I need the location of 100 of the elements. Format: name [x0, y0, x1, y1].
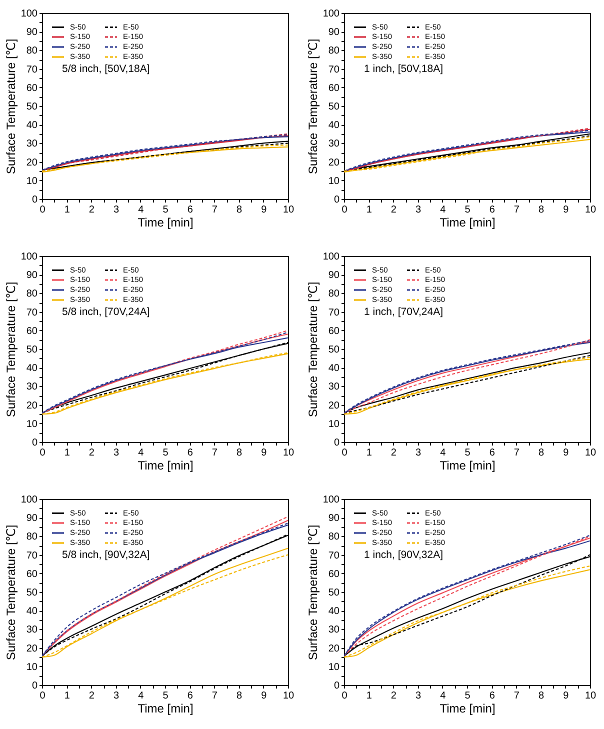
x-tick-label: 0 [40, 448, 46, 458]
x-tick-label: 2 [390, 448, 397, 458]
y-tick-label: 0 [32, 194, 38, 206]
y-tick-label: 100 [322, 252, 340, 262]
x-tick-label: 6 [489, 690, 496, 702]
x-tick-label: 6 [187, 448, 194, 458]
y-tick-label: 40 [328, 120, 340, 132]
y-tick-label: 40 [328, 363, 340, 374]
x-tick-label: 5 [464, 448, 471, 458]
y-tick-label: 90 [328, 513, 340, 524]
x-tick-label: 10 [282, 690, 294, 702]
y-tick-label: 80 [328, 46, 340, 57]
y-tick-label: 20 [26, 400, 38, 412]
y-tick-label: 10 [328, 176, 340, 187]
x-tick-label: 3 [416, 448, 422, 458]
x-tick-label: 4 [440, 690, 446, 702]
y-tick-label: 100 [20, 252, 38, 262]
y-tick-label: 30 [328, 624, 340, 636]
y-tick-label: 60 [26, 82, 38, 94]
x-tick-label: 3 [416, 204, 422, 216]
x-tick-label: 2 [88, 448, 95, 458]
x-tick-label: 5 [464, 690, 471, 702]
y-tick-label: 80 [26, 46, 38, 57]
x-tick-label: 1 [64, 448, 70, 458]
x-tick-label: 7 [212, 204, 218, 216]
x-tick-label: 8 [538, 690, 545, 702]
y-tick-label: 20 [328, 400, 340, 412]
x-tick-label: 7 [514, 204, 520, 216]
x-tick-label: 6 [489, 204, 496, 216]
x-tick-label: 5 [162, 690, 169, 702]
x-tick-label: 4 [440, 448, 446, 458]
x-tick-label: 0 [40, 204, 46, 216]
x-tick-label: 3 [114, 448, 120, 458]
y-tick-label: 30 [26, 382, 38, 393]
annotation: 1 inch, [90V,32A] [364, 549, 444, 561]
x-tick-label: 7 [514, 448, 520, 458]
x-tick-label: 10 [282, 204, 294, 216]
x-tick-label: 7 [212, 448, 218, 458]
y-tick-label: 60 [328, 326, 340, 337]
y-tick-label: 40 [26, 606, 38, 618]
x-tick-label: 6 [187, 204, 194, 216]
x-tick-label: 6 [187, 690, 194, 702]
y-tick-label: 40 [328, 606, 340, 618]
x-tick-label: 8 [236, 204, 243, 216]
x-tick-label: 6 [489, 448, 496, 458]
x-tick-label: 7 [514, 690, 520, 702]
y-tick-label: 20 [26, 643, 38, 654]
x-tick-label: 5 [162, 204, 169, 216]
x-tick-label: 4 [138, 448, 144, 458]
y-tick-label: 70 [328, 307, 340, 318]
y-tick-label: 20 [328, 157, 340, 168]
y-axis-title: Surface Temperature [℃] [4, 38, 18, 174]
x-tick-label: 7 [212, 690, 218, 702]
x-tick-label: 4 [138, 204, 144, 216]
x-tick-label: 10 [584, 204, 596, 216]
x-tick-label: 5 [464, 204, 471, 216]
y-tick-label: 30 [26, 138, 38, 150]
x-tick-label: 3 [114, 690, 120, 702]
x-axis-title: Time [min] [138, 216, 194, 230]
y-tick-label: 100 [322, 494, 340, 506]
y-tick-label: 70 [26, 307, 38, 318]
x-tick-label: 3 [416, 690, 422, 702]
y-tick-label: 80 [26, 532, 38, 543]
y-tick-label: 60 [26, 326, 38, 337]
y-tick-label: 30 [26, 624, 38, 636]
y-axis-title: Surface Temperature [℃] [4, 524, 18, 660]
y-tick-label: 70 [26, 550, 38, 562]
y-axis-title: Surface Temperature [℃] [4, 282, 18, 418]
y-tick-label: 0 [32, 680, 38, 692]
annotation: 5/8 inch, [70V,24A] [62, 306, 150, 318]
y-tick-label: 0 [32, 438, 38, 448]
y-tick-label: 70 [328, 550, 340, 562]
x-tick-label: 8 [236, 448, 243, 458]
x-axis-title: Time [min] [138, 458, 194, 472]
y-tick-label: 40 [26, 363, 38, 374]
x-tick-label: 0 [342, 204, 348, 216]
x-tick-label: 9 [261, 204, 268, 216]
y-tick-label: 90 [26, 27, 38, 38]
x-tick-label: 0 [342, 690, 348, 702]
x-axis-title: Time [min] [440, 216, 496, 230]
y-tick-label: 70 [328, 64, 340, 76]
x-tick-label: 0 [342, 448, 348, 458]
x-tick-label: 9 [563, 690, 570, 702]
y-tick-label: 50 [328, 588, 340, 598]
y-axis-title: Surface Temperature [℃] [306, 38, 320, 174]
y-tick-label: 80 [328, 288, 340, 300]
annotation: 1 inch, [50V,18A] [364, 63, 444, 75]
x-tick-label: 9 [563, 204, 570, 216]
x-tick-label: 1 [366, 690, 372, 702]
x-tick-label: 10 [584, 690, 596, 702]
annotation: 5/8 inch, [90V,32A] [62, 549, 150, 561]
x-tick-label: 4 [138, 690, 144, 702]
x-tick-label: 2 [88, 690, 95, 702]
y-tick-label: 50 [26, 344, 38, 356]
x-axis-title: Time [min] [440, 702, 496, 716]
y-tick-label: 60 [328, 82, 340, 94]
x-tick-label: 9 [261, 690, 268, 702]
y-tick-label: 80 [328, 532, 340, 543]
y-tick-label: 60 [328, 568, 340, 580]
y-tick-label: 40 [26, 120, 38, 132]
